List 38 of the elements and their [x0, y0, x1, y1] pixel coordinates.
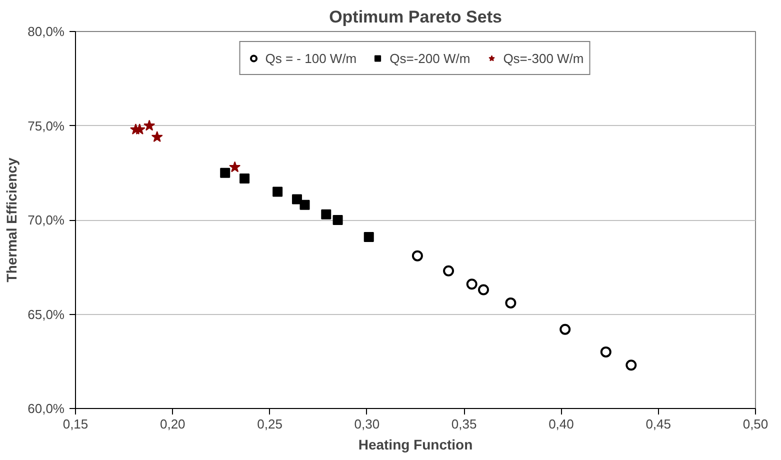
chart-title: Optimum Pareto Sets	[329, 8, 502, 26]
x-tick-label: 0,50	[742, 416, 768, 432]
point	[220, 168, 230, 178]
point	[229, 161, 241, 172]
point	[626, 360, 637, 371]
x-tick-label: 0,25	[257, 416, 282, 432]
x-axis-title: Heating Function	[358, 436, 473, 452]
y-tick-label: 65,0%	[28, 306, 65, 322]
point	[292, 194, 302, 204]
point	[144, 120, 156, 131]
point	[412, 250, 423, 262]
point	[151, 131, 163, 142]
point	[600, 346, 612, 358]
point	[240, 174, 250, 184]
legend-label: Qs=-300 W/m	[503, 50, 584, 66]
x-tick-label: 0,40	[548, 416, 574, 432]
x-tick-label: 0,35	[451, 416, 477, 432]
y-tick-label: 70,0%	[28, 212, 65, 228]
point	[332, 215, 343, 225]
x-tick-label: 0,30	[354, 416, 380, 432]
x-tick-label: 0,45	[646, 416, 672, 432]
y-tick-label: 75,0%	[28, 118, 65, 134]
legend-label: Qs = - 100 W/m	[265, 50, 357, 66]
legend-label: Qs=-200 W/m	[390, 50, 470, 66]
point	[300, 200, 310, 210]
point	[505, 297, 516, 308]
x-tick-label: 0,20	[160, 416, 186, 432]
point	[560, 324, 571, 335]
y-tick-label: 60,0%	[28, 401, 65, 416]
point	[478, 284, 489, 296]
point	[466, 278, 478, 290]
point	[272, 186, 283, 197]
point	[443, 265, 454, 276]
point	[364, 232, 374, 242]
point	[321, 209, 332, 220]
x-tick-label: 0,15	[62, 416, 88, 432]
y-axis-title: Thermal Efficiency	[4, 158, 20, 282]
y-tick-label: 80,0%	[28, 24, 65, 39]
